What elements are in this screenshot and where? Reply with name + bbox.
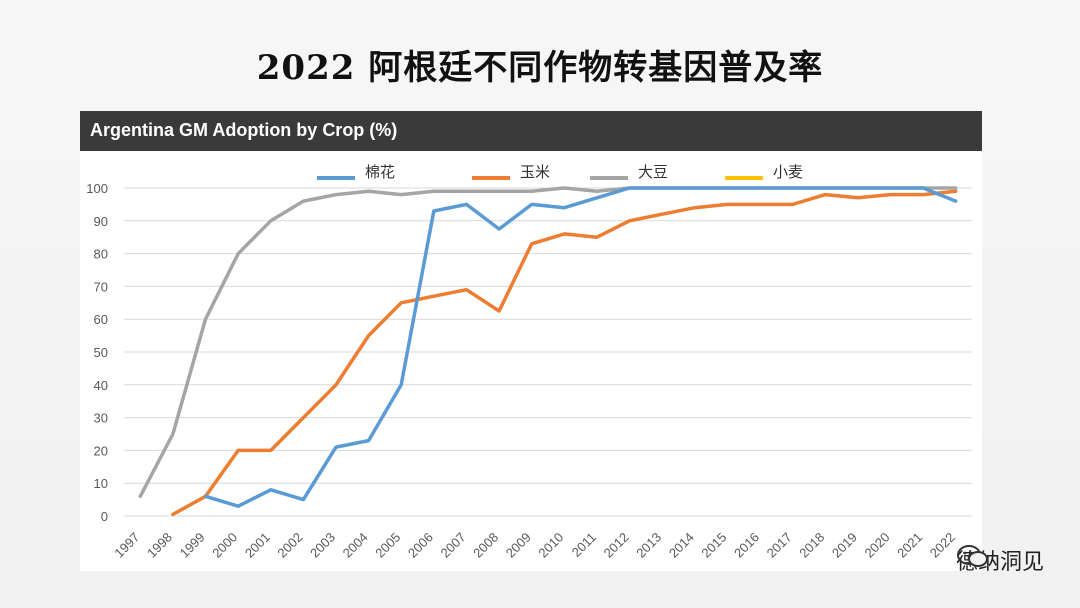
x-tick-label: 2018 <box>796 530 827 561</box>
x-tick-label: 2003 <box>307 530 338 561</box>
x-tick-label: 2022 <box>927 530 958 561</box>
chart-title: Argentina GM Adoption by Crop (%) <box>90 120 397 141</box>
legend-label: 玉米 <box>520 163 550 181</box>
x-tick-label: 2004 <box>340 530 371 561</box>
x-tick-label: 2005 <box>372 530 403 561</box>
x-tick-label: 2021 <box>894 530 925 561</box>
x-tick-label: 2011 <box>569 530 599 560</box>
x-tick-label: 2002 <box>274 530 305 561</box>
x-tick-label: 2015 <box>698 530 729 561</box>
legend-label: 棉花 <box>365 163 395 181</box>
y-tick-label: 40 <box>94 378 108 393</box>
chart-area: 0 10 20 30 40 50 60 70 80 90 100 1997 1998 1999 2000 20… <box>80 151 982 571</box>
y-tick-label: 80 <box>94 247 108 262</box>
x-tick-label: 2019 <box>829 530 860 561</box>
x-tick-label: 2020 <box>862 530 893 561</box>
x-tick-label: 2016 <box>731 530 762 561</box>
x-tick-label: 2001 <box>242 530 273 561</box>
y-tick-label: 90 <box>94 214 108 229</box>
series-line-玉米 <box>173 191 956 514</box>
x-tick-label: 2009 <box>503 530 534 561</box>
x-tick-label: 2007 <box>438 530 469 561</box>
x-tick-label: 2014 <box>666 530 697 561</box>
y-tick-label: 10 <box>94 476 108 491</box>
y-tick-label: 100 <box>86 181 108 196</box>
y-tick-label: 50 <box>94 345 108 360</box>
legend-label: 小麦 <box>773 163 803 181</box>
x-tick-label: 2012 <box>601 530 632 561</box>
y-tick-label: 0 <box>101 509 108 524</box>
x-tick-label: 2006 <box>405 530 436 561</box>
wechat-icon <box>956 544 990 568</box>
legend-label: 大豆 <box>638 163 668 181</box>
x-tick-label: 1998 <box>144 530 175 561</box>
x-tick-label: 1997 <box>111 530 142 561</box>
x-tick-label: 2010 <box>535 530 566 561</box>
x-tick-label: 2013 <box>633 530 664 561</box>
x-tick-label: 2017 <box>764 530 795 561</box>
watermark: 德纳洞见 <box>956 544 1044 576</box>
page-title: 2022 阿根廷不同作物转基因普及率 <box>0 40 1080 89</box>
y-tick-label: 60 <box>94 312 108 327</box>
chart-header-bar: Argentina GM Adoption by Crop (%) <box>80 111 982 151</box>
x-tick-label: 1999 <box>177 530 208 561</box>
page: 2022 阿根廷不同作物转基因普及率 Argentina GM Adoption… <box>0 0 1080 608</box>
x-tick-label: 2000 <box>209 530 240 561</box>
y-tick-label: 20 <box>94 443 108 458</box>
y-tick-label: 70 <box>94 279 108 294</box>
y-tick-label: 30 <box>94 411 108 426</box>
x-tick-label: 2008 <box>470 530 501 561</box>
